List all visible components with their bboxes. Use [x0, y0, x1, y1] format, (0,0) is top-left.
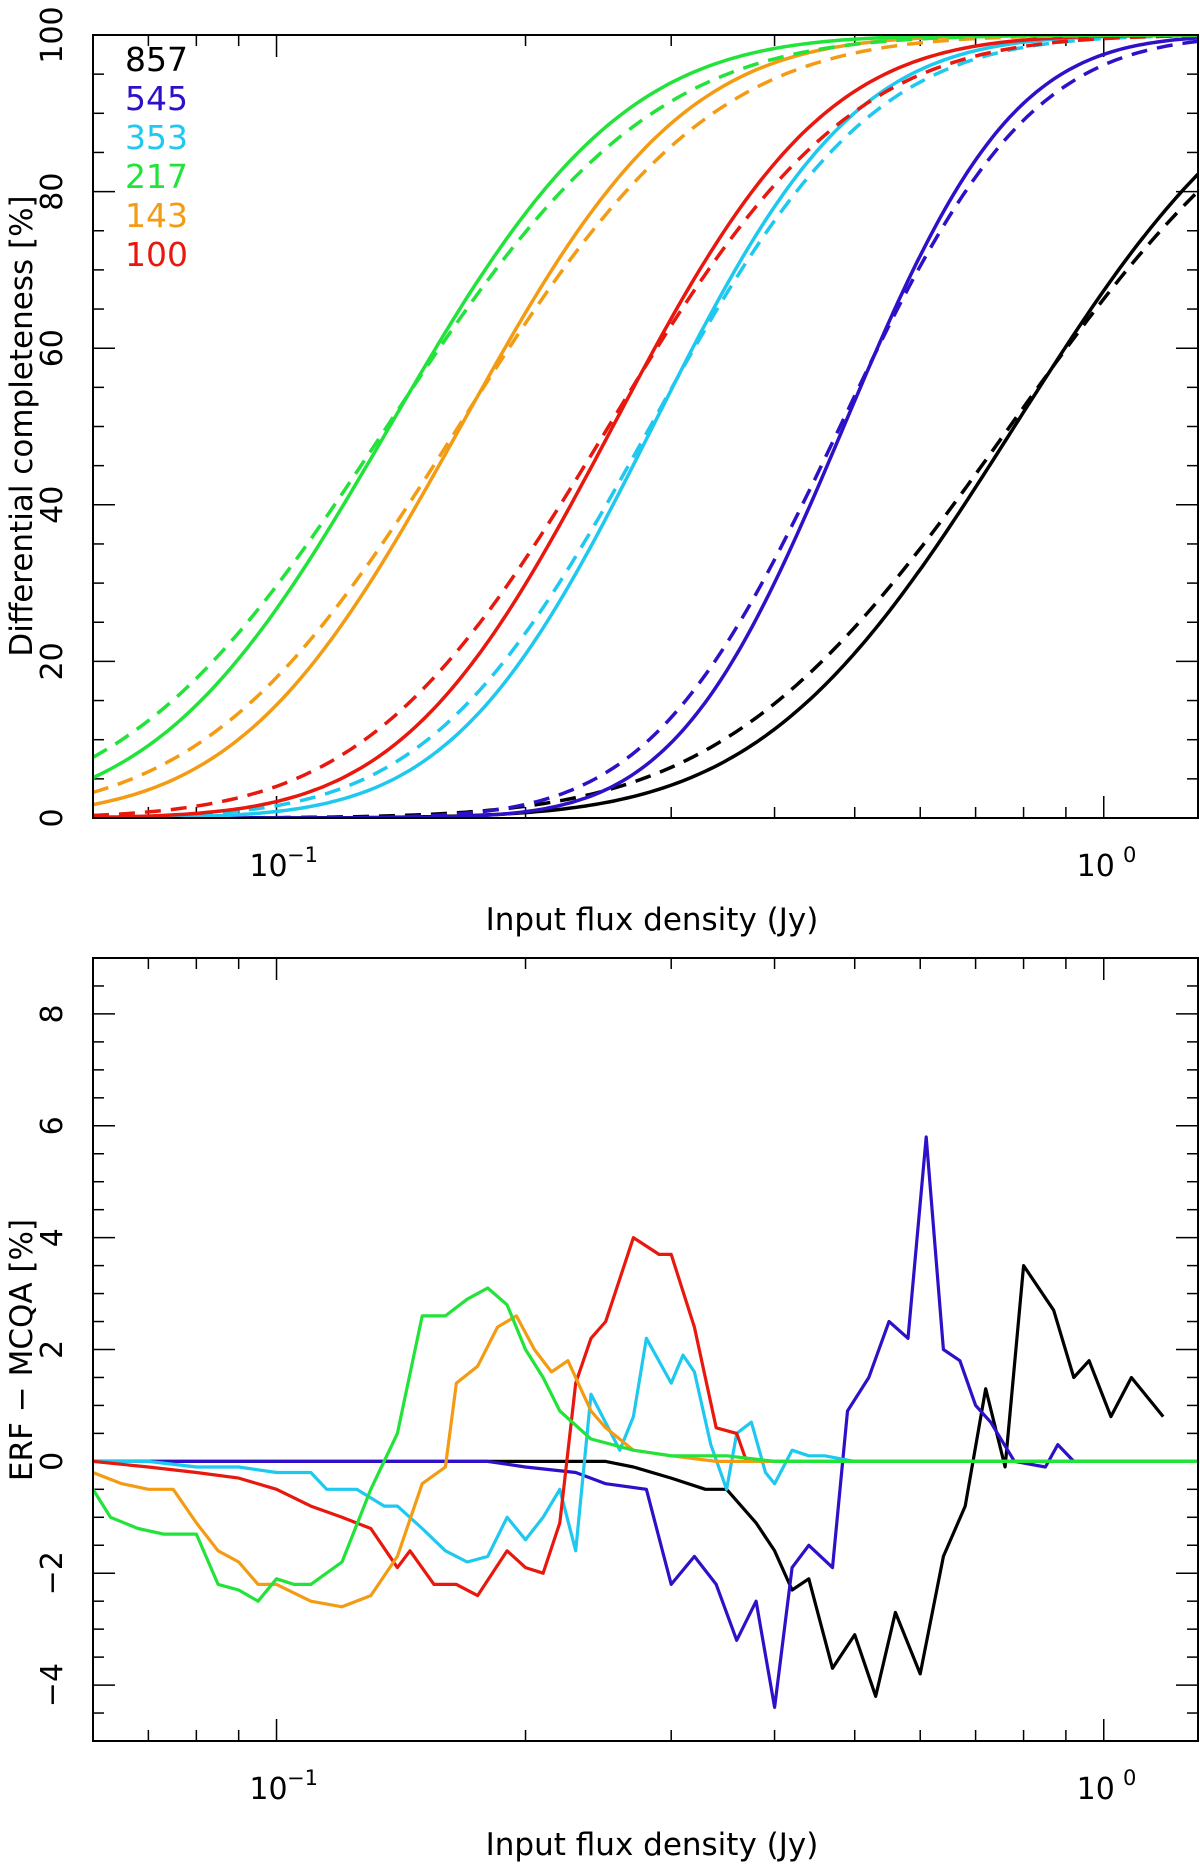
top-y-tick-label: 40	[35, 486, 70, 524]
difference-line-217	[93, 1286, 1198, 1603]
difference-line-143	[93, 1314, 1198, 1609]
bottom-y-tick-label: −2	[35, 1551, 70, 1595]
top-plot-frame	[92, 34, 1199, 819]
top-x-axis-label: Input flux density (Jy)	[486, 902, 819, 938]
bottom-x-tick-label: 10	[1077, 1772, 1115, 1807]
top-y-tick-label: 20	[35, 642, 70, 680]
top-x-tick-labels: 10 −1 10 0	[249, 843, 1136, 884]
top-y-tick-label: 60	[35, 329, 70, 367]
bottom-plot-frame	[92, 957, 1199, 1742]
top-y-tick-label: 80	[35, 173, 70, 211]
bottom-y-axis-label: ERF − MCQA [%]	[4, 1219, 40, 1481]
bottom-y-tick-labels: −4 −2 0 2 4 6 8	[35, 1004, 70, 1707]
legend-entry-545: 545	[125, 79, 188, 118]
series-100-dashed-line	[93, 35, 1198, 818]
series-100-solid-line	[93, 35, 1198, 818]
bottom-x-tick-exponent: −1	[287, 1766, 318, 1790]
bottom-y-tick-label: 2	[35, 1340, 70, 1359]
legend-entry-100: 100	[125, 235, 188, 274]
bottom-x-tick-labels: 10 −1 10 0	[249, 1766, 1136, 1807]
top-ticks	[92, 34, 1198, 819]
series-545-solid-line	[93, 36, 1198, 818]
bottom-y-tick-label: 6	[35, 1116, 70, 1135]
top-y-tick-labels: 0 20 40 60 80 100	[35, 6, 70, 827]
top-y-tick-label: 100	[35, 6, 70, 63]
top-series-group	[93, 35, 1198, 818]
difference-line-100	[93, 1235, 1198, 1598]
difference-line-353	[93, 1336, 1198, 1564]
bottom-y-tick-label: 4	[35, 1228, 70, 1247]
bottom-x-tick-label: 10	[249, 1772, 287, 1807]
bottom-x-axis-label: Input flux density (Jy)	[486, 1827, 819, 1863]
top-x-tick-exponent: −1	[287, 843, 318, 867]
series-353-solid-line	[93, 35, 1198, 818]
series-353-dashed-line	[93, 35, 1198, 818]
bottom-series-group	[93, 1135, 1198, 1710]
bottom-x-tick-exponent: 0	[1123, 1766, 1136, 1790]
top-y-axis-label: Differential completeness [%]	[4, 195, 40, 656]
difference-line-545	[93, 1135, 1198, 1710]
bottom-y-tick-label: 0	[35, 1452, 70, 1471]
top-y-tick-label: 0	[35, 808, 70, 827]
difference-line-857	[93, 1263, 1165, 1698]
legend-entry-217: 217	[125, 157, 188, 196]
top-x-tick-exponent: 0	[1123, 843, 1136, 867]
top-x-tick-label: 10	[249, 849, 287, 884]
top-x-tick-label: 10	[1077, 849, 1115, 884]
legend-entry-143: 143	[125, 196, 188, 235]
legend-entry-857: 857	[125, 40, 188, 79]
series-143-solid-line	[93, 35, 1198, 807]
bottom-y-tick-label: 8	[35, 1004, 70, 1023]
bottom-y-tick-label: −4	[35, 1663, 70, 1707]
series-545-dashed-line	[93, 39, 1198, 818]
legend-entry-353: 353	[125, 118, 188, 157]
